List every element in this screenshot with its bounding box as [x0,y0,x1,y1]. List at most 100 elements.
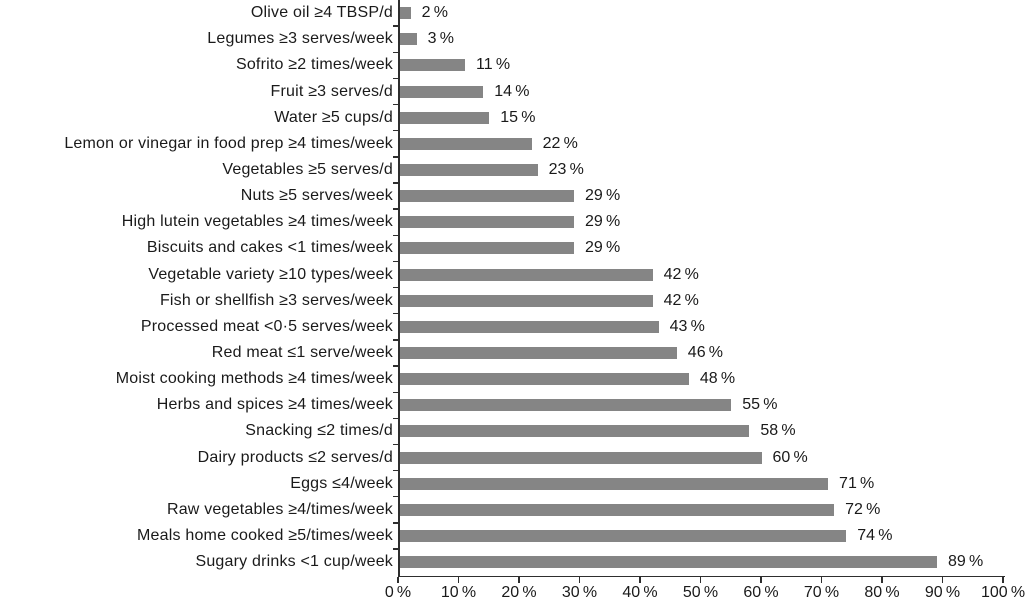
x-axis-tick [639,577,641,583]
category-label: High lutein vegetables ≥4 times/week [121,213,393,231]
value-label: 60 % [772,448,808,466]
bar [398,530,847,543]
bar [398,7,411,20]
bar [398,242,574,255]
x-tick-label: 30 % [561,583,598,601]
x-axis-tick [457,577,460,583]
y-axis-tick [393,339,398,341]
category-label: Red meat ≤1 serve/week [211,344,393,361]
y-axis-line [398,0,400,577]
x-tick-label: 40 % [622,583,658,601]
x-axis-tick [1002,577,1004,583]
value-label: 22 % [542,134,578,152]
value-label: 72 % [845,500,881,518]
value-label: 43 % [669,317,705,335]
x-tick-label: 80 % [864,583,900,601]
x-tick-label: 0 % [384,583,412,601]
value-label: 89 % [947,553,984,571]
bar [398,268,653,281]
bar-row: Nuts ≥5 serves/week 29 % [0,183,1030,209]
bar-row: Olive oil ≥4 TBSP/d 2 % [0,0,1030,26]
y-axis-tick [393,25,398,27]
bar [398,451,762,464]
category-label: Eggs ≤4/week [290,474,393,492]
category-label: Sugary drinks <1 cup/week [195,553,393,571]
category-label: Fish or shellfish ≥3 serves/week [159,291,393,309]
y-axis-tick [393,182,398,184]
y-axis-tick [393,260,398,263]
bar [398,320,659,333]
x-tick-label: 70 % [803,583,840,601]
x-axis-tick [397,577,399,583]
bar-row: Fruit ≥3 serves/d 14 % [0,78,1030,104]
bar-row: Eggs ≤4/week 71 % [0,471,1030,497]
bar [398,33,417,46]
value-label: 15 % [500,108,536,126]
y-axis-tick [393,286,398,289]
x-axis-line [398,575,1005,577]
value-label: 2 % [421,4,448,22]
category-label: Olive oil ≥4 TBSP/d [250,4,393,22]
bar-row: Herbs and spices ≥4 times/week 55 % [0,392,1030,418]
y-axis-tick [393,365,398,367]
y-axis-tick [393,234,398,236]
x-tick-label: 60 % [743,583,779,601]
category-label: Legumes ≥3 serves/week [207,30,393,48]
category-label: Vegetable variety ≥10 types/week [148,265,393,283]
y-axis-tick [393,103,398,106]
x-tick-label: 50 % [682,583,719,601]
x-axis-tick [760,577,762,583]
bar [398,294,653,307]
value-label: 11 % [476,56,511,74]
bar [398,347,677,359]
value-label: 58 % [760,422,796,440]
value-label: 42 % [663,265,699,283]
value-label: 23 % [548,160,584,178]
category-label: Biscuits and cakes <1 times/week [146,239,393,257]
bar-row: Raw vegetables ≥4/times/week 72 % [0,497,1030,523]
category-label: Herbs and spices ≥4 times/week [156,396,393,414]
y-axis-tick [393,522,398,524]
bar-row: Sofrito ≥2 times/week 11 % [0,52,1030,78]
y-axis-tick [393,77,398,80]
bar-row: Water ≥5 cups/d 15 % [0,105,1030,131]
y-axis-tick [393,156,398,158]
value-label: 29 % [584,213,621,231]
bar [398,503,835,516]
bar [398,137,532,150]
category-label: Water ≥5 cups/d [274,108,393,126]
value-label: 46 % [687,344,724,361]
bar [398,163,538,176]
bar [398,399,732,412]
bar-row: Vegetables ≥5 serves/d 23 % [0,157,1030,183]
category-label: Nuts ≥5 serves/week [240,187,393,205]
x-axis-tick [881,577,883,583]
category-label: Processed meat <0·5 serves/week [140,317,393,335]
bar [398,216,574,229]
value-label: 55 % [742,396,778,414]
x-axis-tick [518,577,520,583]
category-label: Raw vegetables ≥4/times/week [166,500,393,518]
y-axis-tick [393,51,398,53]
bar-row: Processed meat <0·5 serves/week 43 % [0,314,1030,340]
bar [398,85,484,98]
x-axis-tick [941,577,944,583]
bar-row: Sugary drinks <1 cup/week 89 % [0,549,1030,575]
bar [398,111,490,124]
value-label: 14 % [494,82,530,100]
y-axis-tick [393,417,398,420]
y-axis-tick [393,391,398,393]
bar-row: Snacking ≤2 times/d 58 % [0,418,1030,444]
category-label: Lemon or vinegar in food prep ≥4 times/w… [64,134,393,152]
x-axis-tick [820,577,823,583]
bar-row: Dairy products ≤2 serves/d 60 % [0,445,1030,471]
bar-row: Legumes ≥3 serves/week 3 % [0,26,1030,52]
bar [398,190,574,203]
value-label: 42 % [663,291,699,309]
category-label: Vegetables ≥5 serves/d [222,160,393,178]
value-label: 29 % [584,187,621,205]
bar-row: Lemon or vinegar in food prep ≥4 times/w… [0,131,1030,157]
y-axis-tick [393,548,398,550]
x-tick-label: 100 % [980,583,1026,601]
